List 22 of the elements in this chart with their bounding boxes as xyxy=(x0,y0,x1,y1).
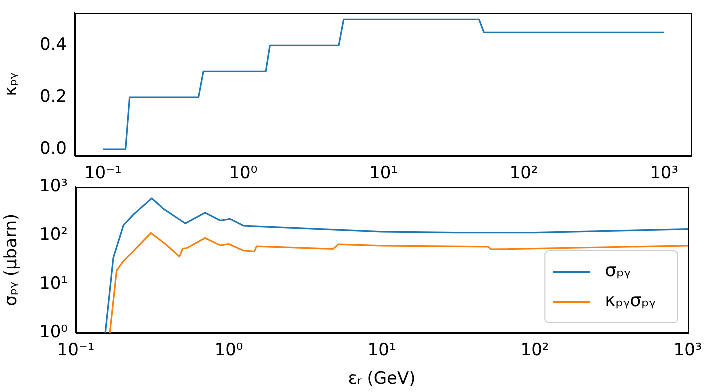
legend-label: σₚᵧ xyxy=(605,260,632,282)
x-tick-label: 10² xyxy=(510,164,538,184)
y-tick-label: 0.0 xyxy=(40,138,67,159)
y-axis-title: σₚᵧ (μbarn) xyxy=(2,214,22,306)
x-tick-label: 10¹ xyxy=(368,340,396,361)
y-tick-label: 10² xyxy=(40,225,68,246)
x-tick-label: 10² xyxy=(520,340,550,361)
x-tick-label: 10³ xyxy=(650,164,679,184)
x-tick-label: 10³ xyxy=(674,340,702,361)
x-tick-label: 10⁰ xyxy=(229,164,258,184)
y-tick-label: 0.4 xyxy=(40,35,67,56)
y-tick-label: 0.2 xyxy=(40,87,67,108)
x-tick-label: 10¹ xyxy=(370,164,398,184)
x-tick-label: 10⁰ xyxy=(214,340,244,361)
y-axis-title: κₚᵧ xyxy=(2,72,22,96)
legend-label: κₚᵧσₚᵧ xyxy=(605,290,656,312)
x-tick-label: 10⁻¹ xyxy=(57,340,95,361)
y-tick-label: 10⁰ xyxy=(40,322,68,342)
x-axis-title: εᵣ (GeV) xyxy=(348,369,416,390)
y-tick-label: 10¹ xyxy=(40,274,68,294)
x-tick-label: 10⁻¹ xyxy=(84,164,122,184)
y-tick-label: 10³ xyxy=(40,176,68,197)
